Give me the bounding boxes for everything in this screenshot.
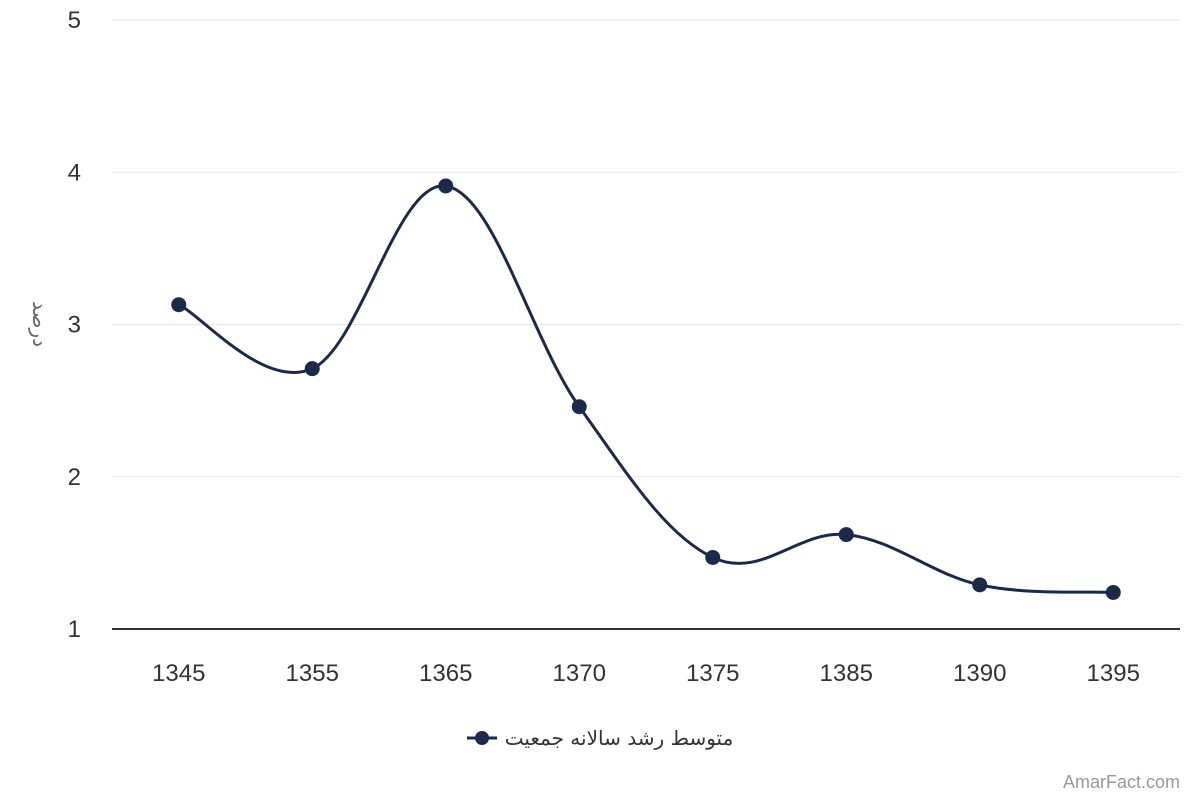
y-axis-ticks: 1 2 3 4 5	[68, 7, 81, 643]
legend-item[interactable]: متوسط رشد سالانه جمعیت	[466, 726, 734, 750]
data-point[interactable]	[1105, 584, 1121, 600]
x-tick-label: 1390	[953, 660, 1006, 687]
series-layer	[171, 178, 1121, 600]
y-tick-label: 4	[68, 159, 81, 186]
x-tick-label: 1375	[686, 660, 739, 687]
x-tick-label: 1365	[419, 660, 472, 687]
y-tick-label: 5	[68, 7, 81, 34]
data-point[interactable]	[438, 178, 454, 194]
x-axis-ticks: 1345 1355 1365 1370 1375 1385 1390 1395	[152, 660, 1140, 687]
legend-label: متوسط رشد سالانه جمعیت	[504, 726, 734, 750]
y-tick-label: 1	[68, 616, 81, 643]
legend[interactable]: متوسط رشد سالانه جمعیت	[0, 726, 1200, 750]
data-point[interactable]	[705, 549, 721, 565]
data-point[interactable]	[304, 361, 320, 377]
y-tick-label: 3	[68, 312, 81, 339]
grid-lines	[112, 19, 1180, 478]
data-point[interactable]	[171, 297, 187, 313]
x-tick-label: 1370	[553, 660, 606, 687]
x-tick-label: 1355	[286, 660, 339, 687]
legend-line-marker-icon	[466, 731, 497, 745]
y-axis-label: درصد	[28, 301, 52, 347]
x-tick-label: 1395	[1087, 660, 1140, 687]
x-tick-label: 1385	[820, 660, 873, 687]
data-point[interactable]	[838, 527, 854, 543]
data-point[interactable]	[972, 577, 988, 593]
x-tick-label: 1345	[152, 660, 205, 687]
data-point[interactable]	[571, 399, 587, 415]
y-tick-label: 2	[68, 464, 81, 491]
series-line	[178, 184, 1114, 594]
credit-text[interactable]: AmarFact.com	[1062, 772, 1180, 792]
